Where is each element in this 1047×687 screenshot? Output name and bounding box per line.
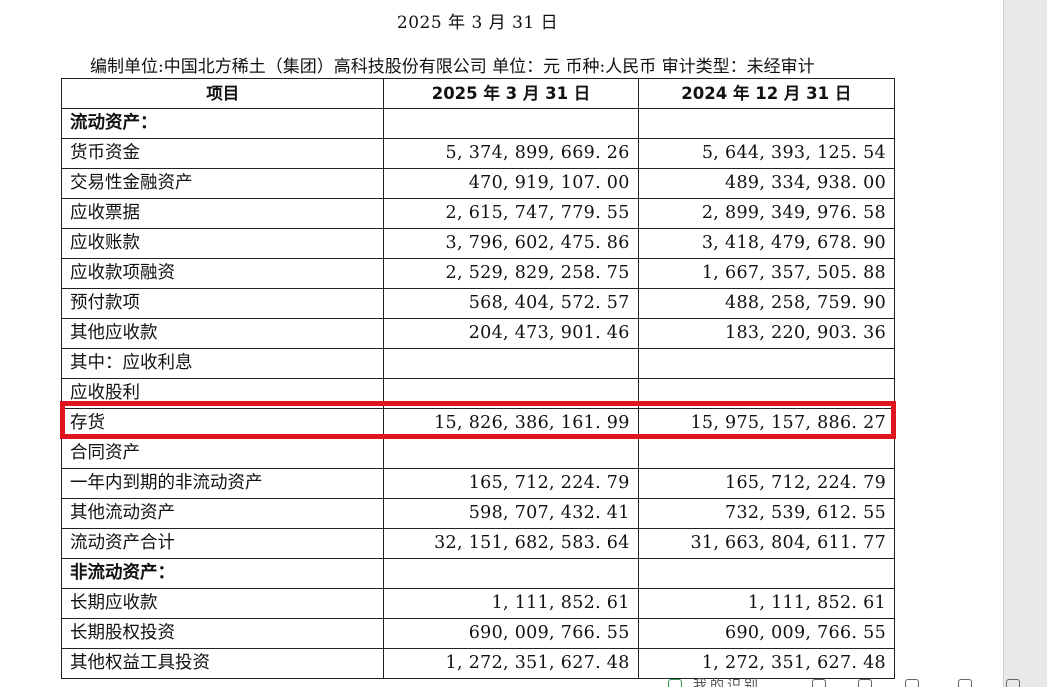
- value-2024: 488, 258, 759. 90: [637, 288, 896, 319]
- value-2024: 489, 334, 938. 00: [637, 168, 896, 199]
- row-label: 非流动资产：: [60, 558, 385, 589]
- value-2024: [637, 438, 896, 469]
- value-2025: 165, 712, 224. 79: [383, 468, 639, 499]
- value-2024: 183, 220, 903. 36: [637, 318, 896, 349]
- table-body: 流动资产： 货币资金 5, 374, 899, 669. 26 5, 644, 393…: [60, 108, 896, 679]
- comment-icon[interactable]: [858, 679, 872, 687]
- recognize-label[interactable]: 我的识别: [693, 678, 761, 687]
- row-label: 应收票据: [60, 198, 385, 229]
- value-2024: 1, 272, 351, 627. 48: [637, 648, 896, 679]
- table-row: 非流动资产：: [60, 558, 896, 589]
- header-2025: 2025 年 3 月 31 日: [383, 78, 639, 109]
- value-2025: [383, 558, 639, 589]
- table-row: 应收股利: [60, 378, 896, 409]
- table-row: 长期股权投资 690, 009, 766. 55 690, 009, 766. 55: [60, 618, 896, 649]
- value-2024: [637, 108, 896, 139]
- edit-icon[interactable]: [958, 679, 972, 687]
- value-2025: 5, 374, 899, 669. 26: [383, 138, 639, 169]
- value-2024: 732, 539, 612. 55: [637, 498, 896, 529]
- row-label: 其他应收款: [60, 318, 385, 349]
- table-row: 预付款项 568, 404, 572. 57 488, 258, 759. 90: [60, 288, 896, 319]
- balance-sheet-table: 项目 2025 年 3 月 31 日 2024 年 12 月 31 日 流动资产…: [60, 78, 896, 679]
- table-row: 一年内到期的非流动资产 165, 712, 224. 79 165, 712, 22…: [60, 468, 896, 499]
- value-2024: 31, 663, 804, 611. 77: [637, 528, 896, 559]
- value-2025: [383, 438, 639, 469]
- value-2025: [383, 348, 639, 379]
- value-2025: 1, 272, 351, 627. 48: [383, 648, 639, 679]
- table-row: 其他权益工具投资 1, 272, 351, 627. 48 1, 272, 351,…: [60, 648, 896, 679]
- row-label: 长期应收款: [60, 588, 385, 619]
- value-2024: [637, 558, 896, 589]
- value-2024: 3, 418, 479, 678. 90: [637, 228, 896, 259]
- value-2025: 470, 919, 107. 00: [383, 168, 639, 199]
- table-row: 交易性金融资产 470, 919, 107. 00 489, 334, 938. 0…: [60, 168, 896, 199]
- row-label: 流动资产合计: [60, 528, 385, 559]
- value-2025: [383, 108, 639, 139]
- row-label: 其他权益工具投资: [60, 648, 385, 679]
- row-label: 其中：应收利息: [60, 348, 385, 379]
- row-label: 存货: [60, 408, 385, 439]
- heart-icon[interactable]: [905, 679, 919, 687]
- right-scroll-gutter[interactable]: [1003, 0, 1047, 687]
- value-2025: [383, 378, 639, 409]
- value-2025: 2, 529, 829, 258. 75: [383, 258, 639, 289]
- value-2025: 2, 615, 747, 779. 55: [383, 198, 639, 229]
- more-icon[interactable]: [1006, 679, 1020, 687]
- table-row: 流动资产合计 32, 151, 682, 583. 64 31, 663, 804,…: [60, 528, 896, 559]
- row-label: 应收股利: [60, 378, 385, 409]
- value-2024: 165, 712, 224. 79: [637, 468, 896, 499]
- value-2025: 15, 826, 386, 161. 99: [383, 408, 639, 439]
- recognize-icon[interactable]: [668, 679, 682, 687]
- value-2025: 690, 009, 766. 55: [383, 618, 639, 649]
- row-label: 合同资产: [60, 438, 385, 469]
- value-2024: 690, 009, 766. 55: [637, 618, 896, 649]
- value-2024: 1, 667, 357, 505. 88: [637, 258, 896, 289]
- value-2024: 5, 644, 393, 125. 54: [637, 138, 896, 169]
- table-row: 货币资金 5, 374, 899, 669. 26 5, 644, 393, 125…: [60, 138, 896, 169]
- row-label: 其他流动资产: [60, 498, 385, 529]
- document-page: 2025 年 3 月 31 日 编制单位:中国北方稀土（集团）高科技股份有限公司…: [60, 13, 896, 679]
- value-2024: 1, 111, 852. 61: [637, 588, 896, 619]
- row-label: 预付款项: [60, 288, 385, 319]
- header-item: 项目: [60, 78, 385, 109]
- value-2025: 204, 473, 901. 46: [383, 318, 639, 349]
- table-row: 存货 15, 826, 386, 161. 99 15, 975, 157, 886…: [60, 408, 896, 439]
- table-row: 应收票据 2, 615, 747, 779. 55 2, 899, 349, 976…: [60, 198, 896, 229]
- table-header-row: 项目 2025 年 3 月 31 日 2024 年 12 月 31 日: [60, 78, 896, 109]
- report-date: 2025 年 3 月 31 日: [396, 13, 559, 33]
- row-label: 应收账款: [60, 228, 385, 259]
- header-2024: 2024 年 12 月 31 日: [637, 78, 896, 109]
- value-2024: 2, 899, 349, 976. 58: [637, 198, 896, 229]
- value-2025: 3, 796, 602, 475. 86: [383, 228, 639, 259]
- row-label: 交易性金融资产: [60, 168, 385, 199]
- table-row: 合同资产: [60, 438, 896, 469]
- value-2024: [637, 378, 896, 409]
- row-label: 一年内到期的非流动资产: [60, 468, 385, 499]
- table-row: 其他应收款 204, 473, 901. 46 183, 220, 903. 36: [60, 318, 896, 349]
- table-row: 应收账款 3, 796, 602, 475. 86 3, 418, 479, 678…: [60, 228, 896, 259]
- row-label: 长期股权投资: [60, 618, 385, 649]
- value-2025: 568, 404, 572. 57: [383, 288, 639, 319]
- value-2025: 1, 111, 852. 61: [383, 588, 639, 619]
- table-row: 其他流动资产 598, 707, 432. 41 732, 539, 612. 55: [60, 498, 896, 529]
- bottom-toolbar: 我的识别: [640, 676, 1047, 687]
- value-2025: 598, 707, 432. 41: [383, 498, 639, 529]
- table-row: 其中：应收利息: [60, 348, 896, 379]
- table-row: 长期应收款 1, 111, 852. 61 1, 111, 852. 61: [60, 588, 896, 619]
- value-2025: 32, 151, 682, 583. 64: [383, 528, 639, 559]
- row-label: 流动资产：: [60, 108, 385, 139]
- value-2024: [637, 348, 896, 379]
- row-label: 应收款项融资: [60, 258, 385, 289]
- row-label: 货币资金: [60, 138, 385, 169]
- shield-icon[interactable]: [812, 679, 826, 687]
- table-row: 应收款项融资 2, 529, 829, 258. 75 1, 667, 357, 5…: [60, 258, 896, 289]
- report-meta-line: 编制单位:中国北方稀土（集团）高科技股份有限公司 单位：元 币种:人民币 审计类…: [90, 57, 815, 77]
- value-2024: 15, 975, 157, 886. 27: [637, 408, 896, 439]
- table-row: 流动资产：: [60, 108, 896, 139]
